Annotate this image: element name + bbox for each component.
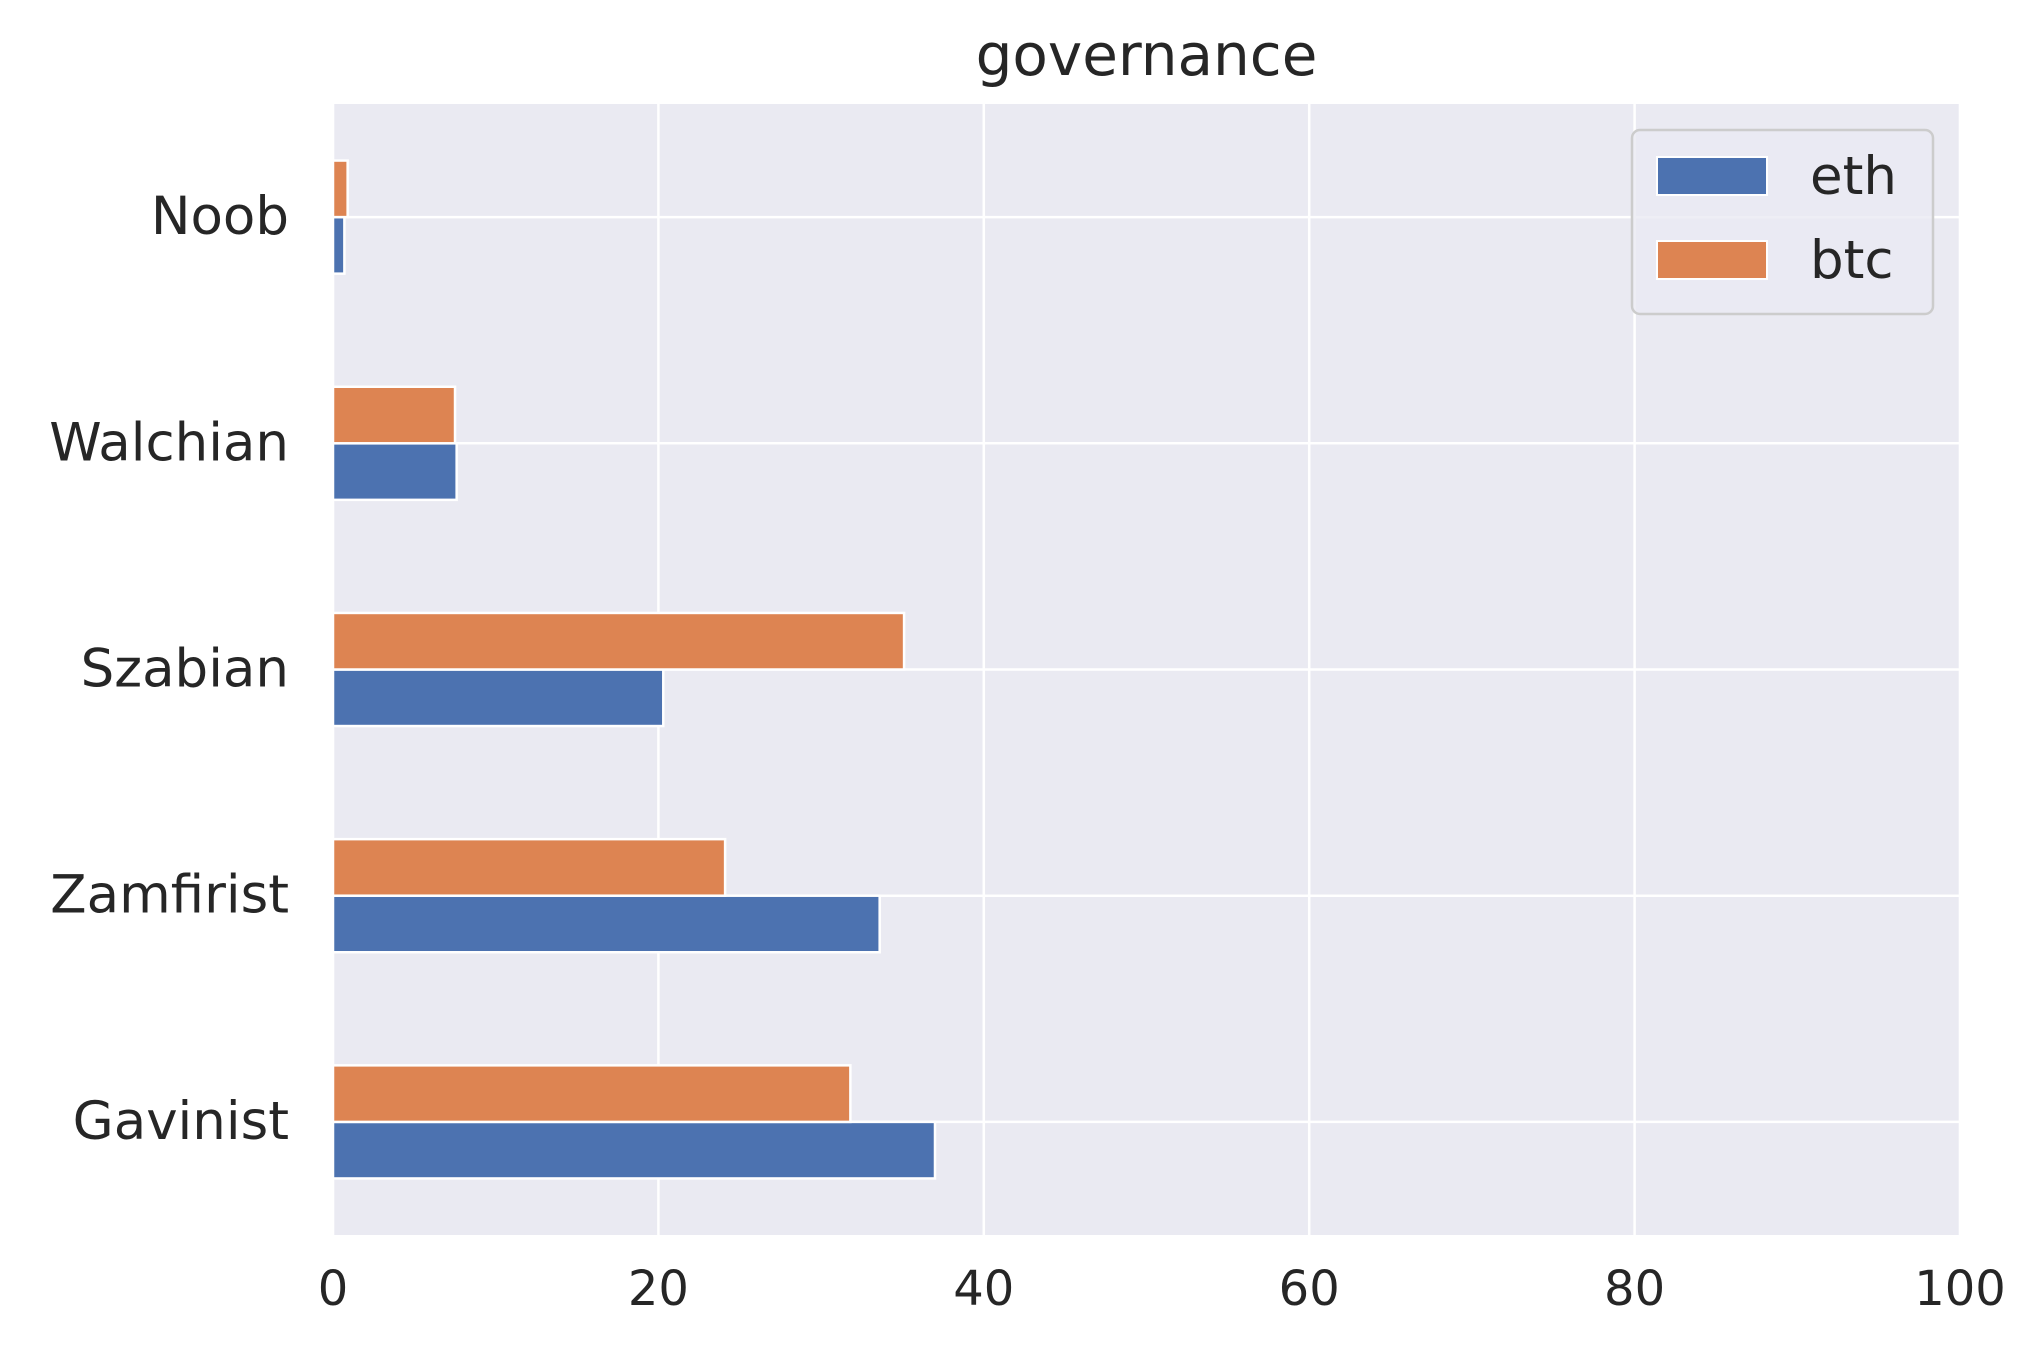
x-tick-label: 80 [1604,1261,1665,1317]
bar-eth-noob [331,215,346,275]
legend-label-eth: eth [1810,146,1897,207]
x-tick-label: 40 [953,1261,1014,1317]
bar-btc-zamfirist [331,837,727,897]
bar-eth-szabian [331,668,665,728]
chart-title: governance [976,21,1318,89]
x-tick-label: 100 [1914,1261,2006,1317]
legend-swatch-btc [1656,240,1768,280]
legend-label-btc: btc [1810,230,1894,291]
x-tick-labels: 0 20 40 60 80 100 [318,1261,2006,1317]
x-tick-label: 0 [318,1261,349,1317]
bar-btc-noob [331,159,349,219]
bar-btc-walchian [331,385,457,445]
y-tick-label: Gavinist [73,1091,289,1152]
y-tick-label: Zamfirist [50,865,289,926]
bar-eth-gavinist [331,1120,937,1180]
y-tick-label: Noob [151,186,289,247]
bar-btc-szabian [331,611,906,671]
bar-eth-zamfirist [331,894,881,954]
y-tick-label: Szabian [81,639,289,700]
y-tick-label: Walchian [49,412,289,473]
bar-eth-walchian [331,442,458,502]
y-tick-labels: Gavinist Zamfirist Szabian Walchian Noob [49,186,289,1152]
legend-swatch-eth [1656,156,1768,196]
bar-btc-gavinist [331,1064,852,1124]
bars [331,159,937,1180]
x-tick-label: 60 [1279,1261,1340,1317]
x-tick-label: 20 [628,1261,689,1317]
legend: eth btc [1630,128,1935,316]
